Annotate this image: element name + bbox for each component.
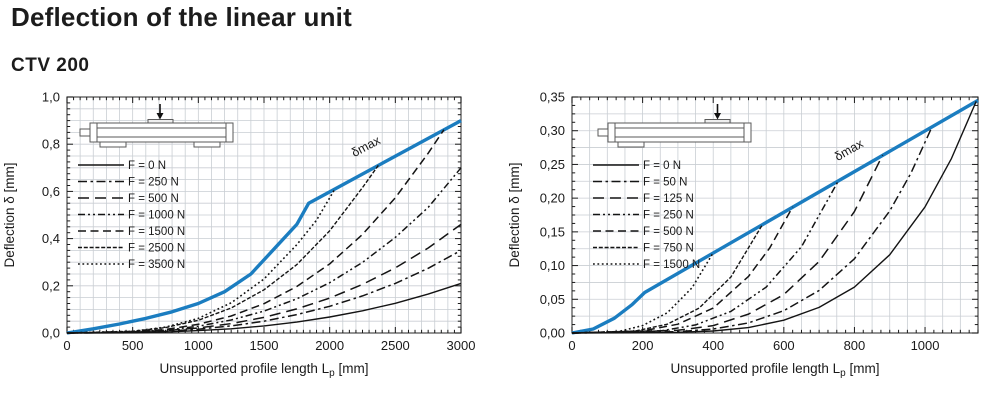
y-axis-title: Deflection δ [mm] xyxy=(2,162,17,267)
x-tick-label: 200 xyxy=(632,338,654,353)
legend-label: F = 3500 N xyxy=(128,259,185,271)
dmax-label: δmax xyxy=(832,136,866,164)
y-tick-label: 0,20 xyxy=(540,191,565,206)
x-tick-label: 500 xyxy=(122,338,144,353)
linear-unit-end-load-diagram xyxy=(597,104,752,148)
curve-F = 1500 N xyxy=(66,129,445,334)
curve-F = 250 N xyxy=(571,180,840,334)
deflection-chart-center-load: 0 500 1000 1500 2000 2500 3000 0,0 0,2 0,4 0,6 0,8 1… xyxy=(2,90,476,380)
x-axis-title: Unsupported profile length Lp [mm] xyxy=(160,361,369,379)
curve-δmax xyxy=(66,119,462,335)
curve-F = 125 N xyxy=(571,154,884,334)
curve-F = 0 N xyxy=(571,101,977,334)
axis-ticks xyxy=(66,96,462,334)
curve-F = 3500 N xyxy=(66,188,336,334)
legend: F = 0 N F = 50 N F = 125 N F = 250 N F = 500… xyxy=(593,160,700,271)
x-tick-label: 1000 xyxy=(184,338,213,353)
tick-labels: 0 200 400 600 800 1000 0,00 0,05 0,10 0,15 0,20 0,2… xyxy=(540,90,940,354)
x-tick-label: 1500 xyxy=(250,338,279,353)
y-tick-label: 1,0 xyxy=(42,90,60,105)
legend-label: F = 1500 N xyxy=(128,226,185,238)
x-tick-label: 400 xyxy=(702,338,724,353)
legend-label: F = 0 N xyxy=(128,160,166,172)
y-tick-label: 0,15 xyxy=(540,224,565,239)
x-tick-label: 0 xyxy=(63,338,70,353)
y-axis-title: Deflection δ [mm] xyxy=(507,162,522,267)
legend: F = 0 N F = 250 N F = 500 N F = 1000 N F = 1… xyxy=(78,160,185,271)
y-tick-label: 0,6 xyxy=(42,184,60,199)
x-axis-title: Unsupported profile length Lp [mm] xyxy=(671,361,880,379)
curve-F = 50 N xyxy=(571,126,933,334)
y-tick-label: 0,0 xyxy=(42,326,60,341)
curve-δmax xyxy=(571,98,979,335)
legend-label: F = 250 N xyxy=(643,210,694,222)
legend-label: F = 500 N xyxy=(643,226,694,238)
x-tick-label: 2000 xyxy=(315,338,344,353)
y-tick-label: 0,4 xyxy=(42,231,60,246)
tick-labels: 0 500 1000 1500 2000 2500 3000 0,0 0,2 0,4 0,6 0,8 1… xyxy=(42,90,476,354)
x-tick-label: 1000 xyxy=(911,338,940,353)
y-tick-label: 0,8 xyxy=(42,137,60,152)
force-arrow-icon xyxy=(714,113,721,120)
linear-unit-center-load-diagram xyxy=(79,104,234,148)
legend-label: F = 750 N xyxy=(643,243,694,255)
series-curves xyxy=(571,98,979,335)
y-tick-label: 0,35 xyxy=(540,90,565,105)
x-tick-label: 3000 xyxy=(447,338,476,353)
y-tick-label: 0,2 xyxy=(42,278,60,293)
curve-F = 500 N xyxy=(571,206,794,334)
curve-F = 1500 N xyxy=(571,252,714,334)
curve-F = 750 N xyxy=(571,224,764,334)
curve-F = 2500 N xyxy=(66,164,379,334)
x-tick-label: 600 xyxy=(773,338,795,353)
series-curves xyxy=(66,119,462,335)
y-tick-label: 0,25 xyxy=(540,157,565,172)
legend-label: F = 2500 N xyxy=(128,243,185,255)
legend-label: F = 1000 N xyxy=(128,210,185,222)
curve-F = 500 N xyxy=(66,223,462,334)
page-title: Deflection of the linear unit xyxy=(11,2,352,32)
x-tick-label: 0 xyxy=(568,338,575,353)
model-subtitle: CTV 200 xyxy=(11,55,90,76)
legend-label: F = 0 N xyxy=(643,160,681,172)
y-tick-label: 0,10 xyxy=(540,258,565,273)
legend-label: F = 500 N xyxy=(128,193,179,205)
y-tick-label: 0,00 xyxy=(540,326,565,341)
legend-label: F = 125 N xyxy=(643,193,694,205)
legend-label: F = 1500 N xyxy=(643,259,700,271)
deflection-chart-end-load: 0 200 400 600 800 1000 0,00 0,05 0,10 0,15 0,20 0,2… xyxy=(507,90,979,379)
force-arrow-icon xyxy=(156,113,164,120)
y-tick-label: 0,30 xyxy=(540,123,565,138)
x-tick-label: 2500 xyxy=(381,338,410,353)
x-tick-label: 800 xyxy=(844,338,866,353)
y-tick-label: 0,05 xyxy=(540,292,565,307)
curve-F = 1000 N xyxy=(66,167,462,334)
charts-row: 0 500 1000 1500 2000 2500 3000 0,0 0,2 0,4 0,6 0,8 1… xyxy=(0,85,1000,400)
legend-label: F = 250 N xyxy=(128,177,179,189)
legend-label: F = 50 N xyxy=(643,177,687,189)
